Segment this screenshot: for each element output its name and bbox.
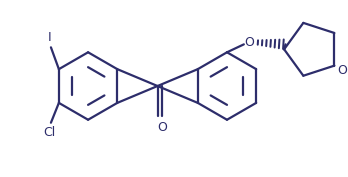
Text: O: O [244, 36, 254, 49]
Text: I: I [48, 31, 52, 44]
Text: O: O [338, 64, 347, 77]
Text: Cl: Cl [43, 126, 55, 139]
Text: O: O [158, 121, 167, 134]
